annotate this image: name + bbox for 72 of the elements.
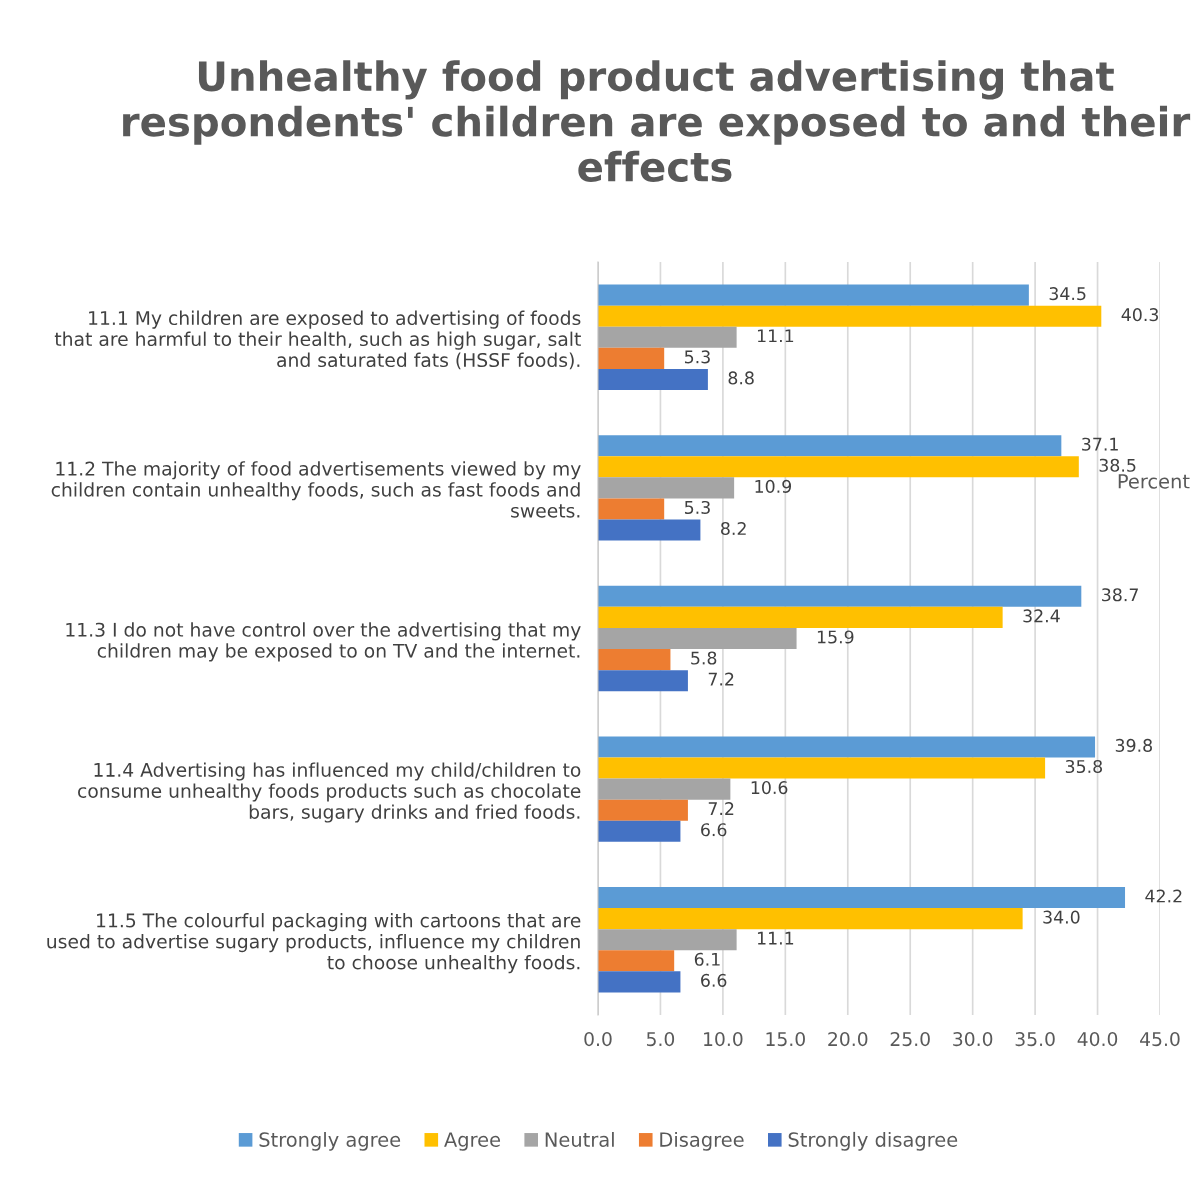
bar (598, 670, 688, 692)
data-label: 37.1 (1082, 437, 1118, 451)
legend-label: Agree (444, 1132, 501, 1151)
legend-label: Neutral (545, 1131, 614, 1147)
data-label: 40.3 (1121, 308, 1159, 322)
data-label: 6.6 (701, 823, 727, 837)
data-label: 15.9 (817, 630, 854, 644)
y-tick-label: 11.4 Advertising has influenced my child/children to consume unhealthy foods products such as chocolate bars, sugary drinks and fried foods. (78, 762, 581, 823)
x-tick-label: 30.0 (953, 1032, 993, 1047)
bar (598, 757, 1046, 779)
bar (598, 929, 737, 951)
x-tick-label: 25.0 (890, 1032, 930, 1047)
y-tick-label: 11.1 My children are exposed to advertising of foods that are harmful to their health, such as high sugar, salt and saturated fats (HSSF foods). (54, 310, 581, 370)
data-label: 5.3 (684, 350, 710, 364)
data-label: 5.3 (684, 500, 710, 515)
bar (598, 908, 1023, 930)
data-label: 34.0 (1043, 910, 1080, 924)
bar (598, 627, 797, 650)
data-label: 7.2 (708, 672, 734, 686)
legend-label: Strongly disagree (788, 1131, 958, 1151)
data-label: 11.1 (757, 931, 794, 945)
y-tick-label: 11.5 The colourful packaging with cartoons that are used to advertise sugary products, influence my children to choose unhealthy foods. (47, 913, 581, 974)
bar (598, 649, 671, 671)
bar (598, 456, 1079, 478)
data-label: 32.4 (1023, 609, 1060, 623)
x-tick-label: 45.0 (1140, 1032, 1180, 1047)
legend-label: Strongly agree (259, 1131, 401, 1151)
bar (598, 368, 708, 391)
x-tick-label: 10.0 (704, 1032, 743, 1047)
bar (598, 778, 731, 800)
bar (598, 519, 701, 541)
x-tick-label: 40.0 (1077, 1032, 1118, 1047)
y-tick-label: 11.2 The majority of food advertisements viewed by my children contain unhealthy foods, such as fast foods and sweets. (51, 461, 581, 518)
data-label: 8.8 (728, 371, 754, 385)
bar (598, 820, 681, 842)
bar (598, 950, 675, 972)
bar (598, 477, 735, 499)
y-tick-label: 11.3 I do not have control over the advertising that my children may be exposed to on TV and the internet. (66, 622, 581, 662)
data-label: 10.9 (755, 479, 792, 493)
data-label: 34.5 (1049, 287, 1086, 301)
bar (598, 305, 1102, 327)
bar (598, 585, 1082, 607)
data-label: 6.6 (701, 973, 727, 987)
bar (598, 326, 737, 348)
bar (598, 736, 1096, 758)
data-label: 7.2 (708, 802, 734, 815)
data-label: 8.2 (721, 521, 746, 536)
data-label: 38.7 (1102, 588, 1138, 602)
bar (598, 799, 688, 821)
bar (598, 606, 1003, 628)
data-label: 35.8 (1065, 759, 1103, 774)
data-label: 39.8 (1115, 738, 1152, 752)
data-label: 5.8 (691, 651, 717, 665)
data-label: 11.1 (757, 329, 794, 343)
bar (598, 284, 1029, 306)
data-label: 38.5 (1099, 458, 1136, 472)
x-tick-label: 15.0 (766, 1032, 805, 1047)
data-label: 6.1 (694, 952, 720, 966)
bar (598, 971, 681, 993)
bar (598, 498, 665, 520)
x-tick-label: 20.0 (828, 1032, 868, 1047)
bar (598, 347, 665, 369)
x-tick-label: 0.0 (584, 1032, 612, 1047)
data-label: 42.2 (1145, 889, 1182, 903)
x-axis-title: Percent (1118, 474, 1190, 489)
x-tick-label: 35.0 (1015, 1032, 1055, 1047)
bar (598, 435, 1062, 457)
data-label: 10.6 (751, 781, 788, 795)
x-tick-label: 5.0 (646, 1032, 675, 1047)
legend-label: Disagree (660, 1131, 744, 1151)
chart-title: Unhealthy food product advertising that respondents' children are exposed to and their effects (123, 60, 1191, 182)
bar (598, 886, 1126, 909)
